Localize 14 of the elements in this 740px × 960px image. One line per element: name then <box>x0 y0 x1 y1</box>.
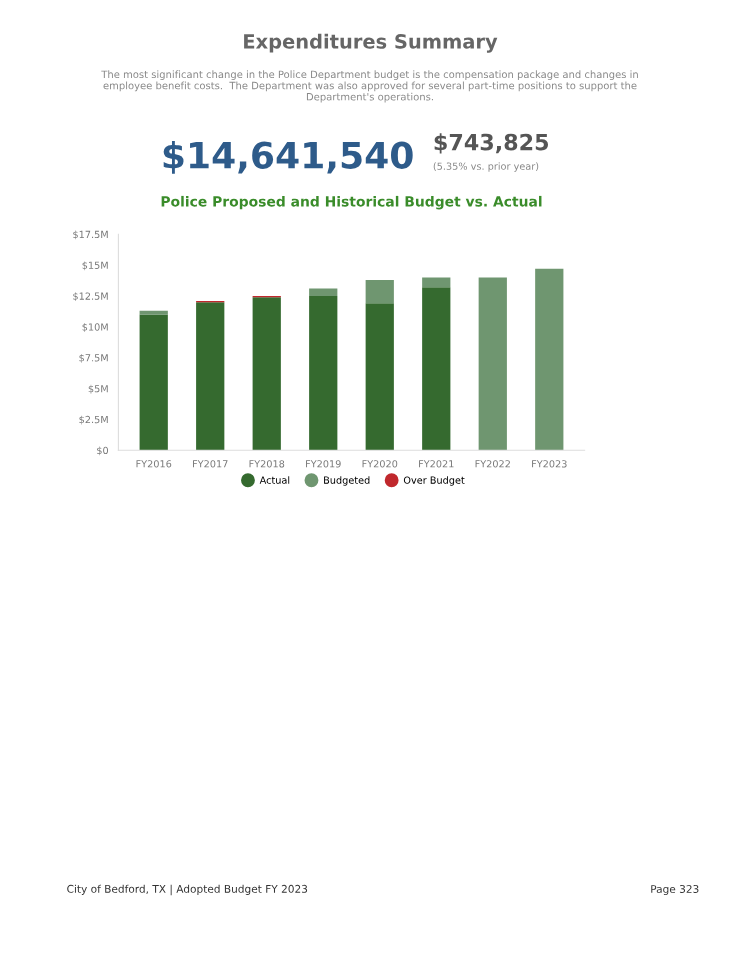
bar <box>365 303 394 451</box>
bar <box>422 287 451 451</box>
text: Expenditures Summary <box>244 33 498 53</box>
text: $743,825 <box>434 133 549 154</box>
bar <box>309 295 338 451</box>
text: $14,641,540 <box>163 140 413 174</box>
bar <box>535 268 564 451</box>
bar <box>365 279 394 304</box>
bar <box>478 277 507 451</box>
bar <box>139 314 168 451</box>
bar <box>252 297 281 451</box>
bar <box>196 302 225 451</box>
bar <box>422 277 451 288</box>
bar <box>309 288 338 296</box>
